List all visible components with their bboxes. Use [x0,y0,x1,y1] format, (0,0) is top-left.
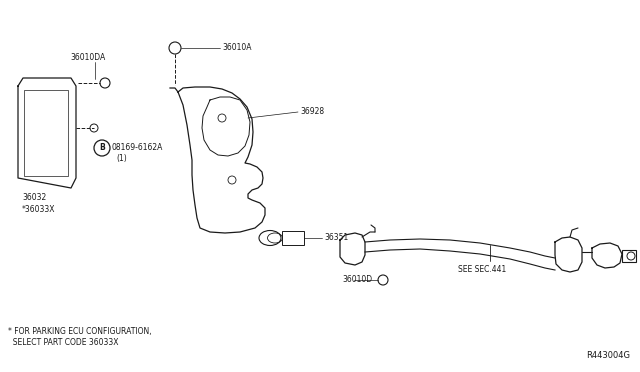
Text: SELECT PART CODE 36033X: SELECT PART CODE 36033X [8,338,118,347]
Text: 36010A: 36010A [222,44,252,52]
Text: R443004G: R443004G [586,351,630,360]
Text: 36010DA: 36010DA [70,52,105,61]
Text: B: B [99,144,105,153]
Text: 36032: 36032 [22,193,46,202]
Bar [282,231,304,245]
Bar [24,90,68,176]
Text: SEE SEC.441: SEE SEC.441 [458,266,506,275]
Text: *36033X: *36033X [22,205,56,214]
Text: 36010D: 36010D [342,276,372,285]
Text: 36928: 36928 [300,108,324,116]
Text: * FOR PARKING ECU CONFIGURATION,: * FOR PARKING ECU CONFIGURATION, [8,327,152,336]
Text: 36351: 36351 [324,234,348,243]
Bar [622,250,636,262]
Text: 08169-6162A: 08169-6162A [112,144,163,153]
Text: (1): (1) [116,154,127,164]
